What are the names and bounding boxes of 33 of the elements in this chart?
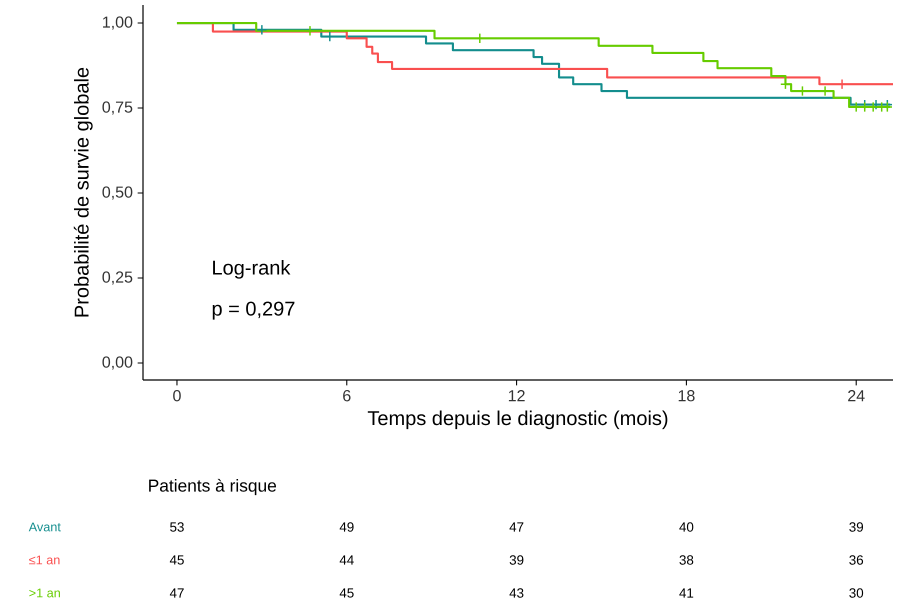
- text: 49: [340, 522, 354, 532]
- y-tick-label: 0,25: [102, 271, 132, 285]
- x-tick-label: 18: [678, 390, 695, 402]
- text: 38: [679, 555, 694, 565]
- text: 45: [170, 555, 184, 565]
- annotation: p = 0,297: [212, 302, 294, 320]
- text: 47: [509, 522, 524, 532]
- x-tick-label: 24: [848, 390, 865, 402]
- text: 53: [170, 522, 184, 532]
- y-axis-title: Probabilité de survie globale: [74, 68, 93, 317]
- text: 44: [340, 555, 354, 565]
- text: Patients à risque: [149, 478, 276, 496]
- text: 45: [340, 588, 354, 598]
- x-tick-label: 6: [343, 390, 351, 402]
- text: 39: [849, 522, 864, 532]
- text: ≤1 an: [29, 556, 60, 564]
- text: >1 an: [29, 588, 60, 598]
- y-tick-label: 0,00: [102, 356, 132, 370]
- x-tick-label: 12: [508, 390, 525, 402]
- text: Avant: [28, 522, 61, 532]
- text: 39: [510, 555, 524, 565]
- text: 40: [679, 522, 694, 532]
- y-tick-label: 0,75: [102, 101, 132, 115]
- text: 41: [679, 588, 694, 598]
- y-tick-label: 1,00: [103, 16, 132, 30]
- x-tick-label: 0: [173, 390, 181, 402]
- x-axis-title: Temps depuis le diagnostic (mois): [368, 410, 668, 430]
- text: 47: [170, 588, 184, 598]
- text: 36: [849, 555, 864, 565]
- text: 30: [849, 588, 864, 598]
- y-tick-label: 0,50: [102, 186, 132, 200]
- annotation: Log-rank: [213, 260, 290, 279]
- text: 43: [509, 588, 524, 598]
